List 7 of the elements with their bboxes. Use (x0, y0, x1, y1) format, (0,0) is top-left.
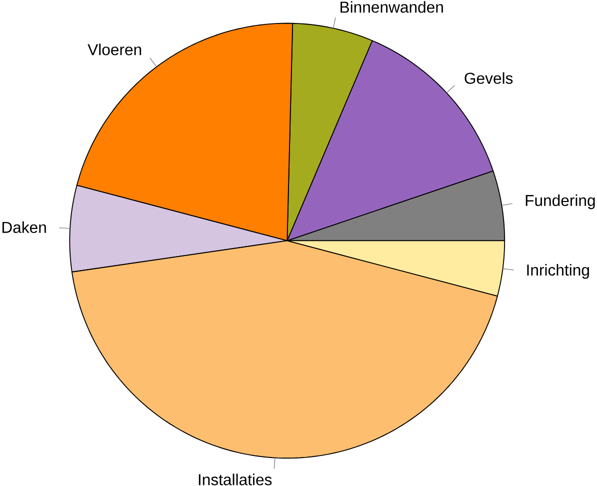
slice-label: Daken (2, 221, 46, 233)
slice-label: Binnenwanden (340, 0, 443, 13)
slice-label: Fundering (526, 194, 595, 209)
slice-label: Inrichting (527, 264, 589, 279)
slice-label: Vloeren (88, 43, 142, 56)
slice-label: Gevels (464, 72, 513, 84)
slice-label: Installaties (198, 473, 272, 486)
